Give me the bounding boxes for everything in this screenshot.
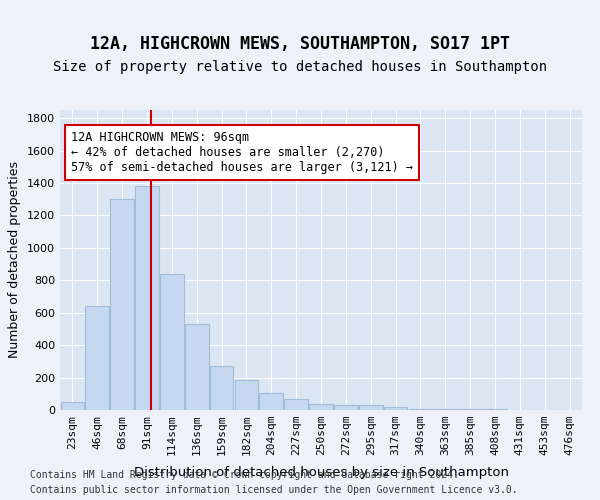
- Bar: [110, 199, 134, 410]
- Text: Contains public sector information licensed under the Open Government Licence v3: Contains public sector information licen…: [30, 485, 518, 495]
- Bar: [235, 380, 259, 410]
- Bar: [383, 407, 407, 410]
- Bar: [309, 404, 333, 410]
- Bar: [135, 186, 159, 410]
- Bar: [61, 402, 85, 410]
- Bar: [284, 400, 308, 410]
- Text: Contains HM Land Registry data © Crown copyright and database right 2024.: Contains HM Land Registry data © Crown c…: [30, 470, 459, 480]
- Bar: [359, 406, 383, 410]
- Bar: [334, 405, 358, 410]
- Bar: [433, 409, 457, 410]
- Text: 12A, HIGHCROWN MEWS, SOUTHAMPTON, SO17 1PT: 12A, HIGHCROWN MEWS, SOUTHAMPTON, SO17 1…: [90, 35, 510, 53]
- X-axis label: Distribution of detached houses by size in Southampton: Distribution of detached houses by size …: [133, 466, 509, 479]
- Bar: [259, 393, 283, 410]
- Bar: [209, 366, 233, 410]
- Bar: [409, 408, 433, 410]
- Bar: [458, 409, 482, 410]
- Text: 12A HIGHCROWN MEWS: 96sqm
← 42% of detached houses are smaller (2,270)
57% of se: 12A HIGHCROWN MEWS: 96sqm ← 42% of detac…: [71, 131, 413, 174]
- Bar: [85, 306, 109, 410]
- Y-axis label: Number of detached properties: Number of detached properties: [8, 162, 22, 358]
- Bar: [160, 274, 184, 410]
- Text: Size of property relative to detached houses in Southampton: Size of property relative to detached ho…: [53, 60, 547, 74]
- Bar: [185, 324, 209, 410]
